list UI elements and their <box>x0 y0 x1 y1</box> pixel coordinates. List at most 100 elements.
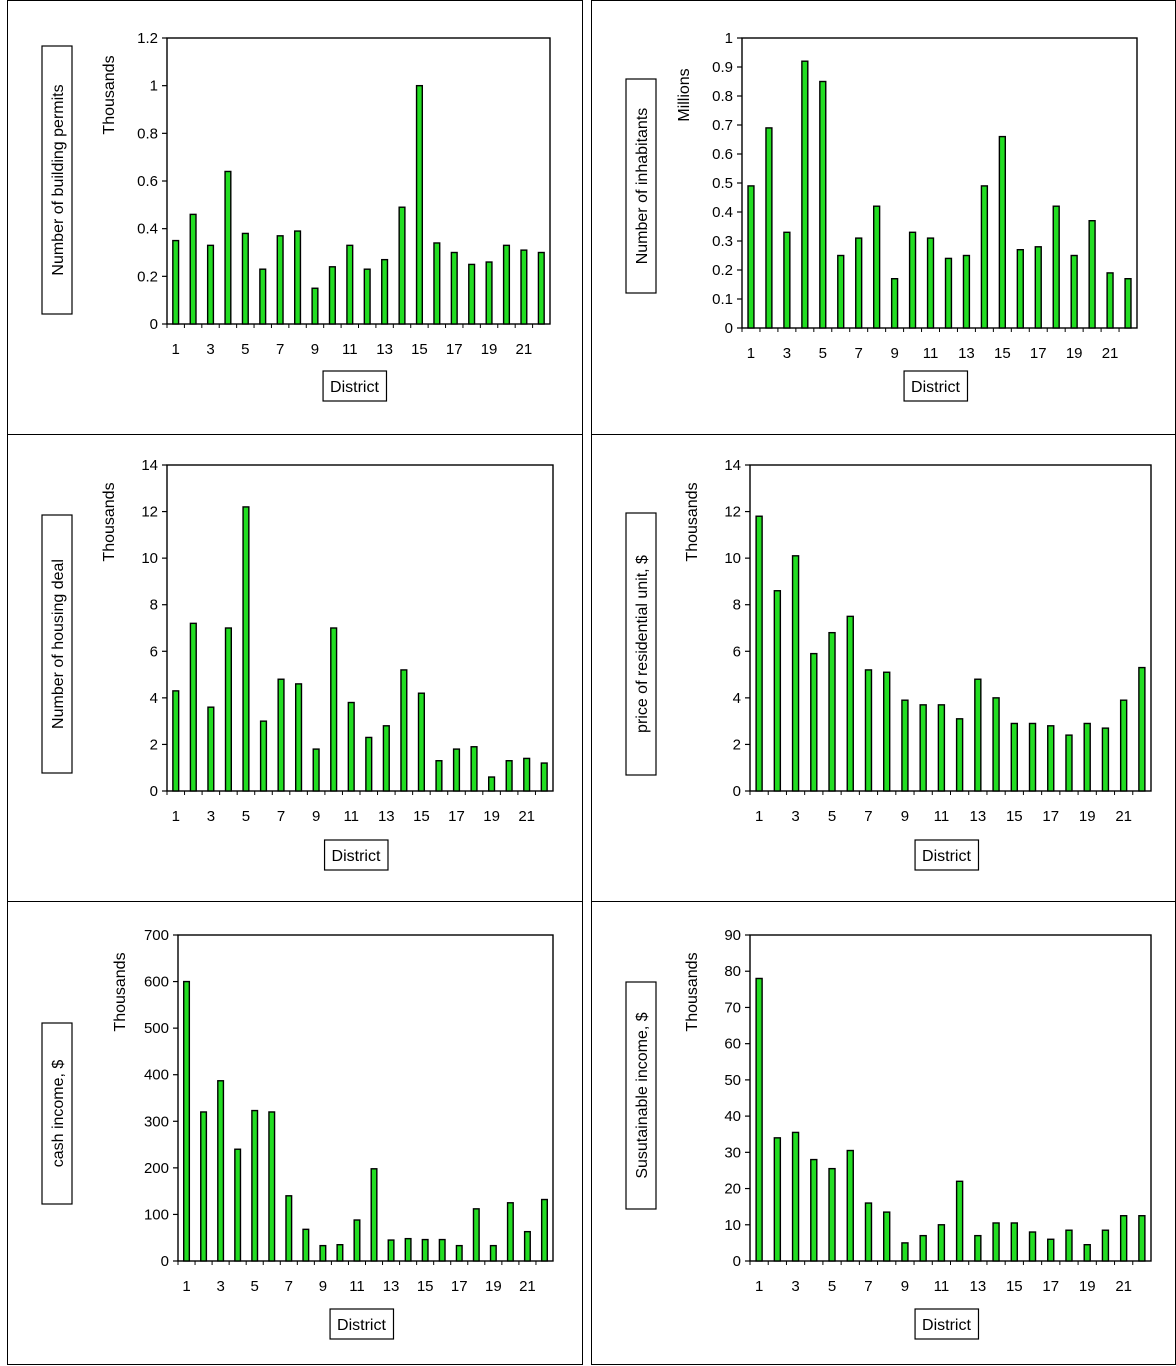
bar-district-9 <box>901 699 909 792</box>
bar-district-22 <box>540 1198 548 1262</box>
y-tick-label: 0.6 <box>712 146 733 163</box>
x-tick-label: 9 <box>901 808 909 825</box>
x-axis-label: District <box>911 379 960 396</box>
bar-district-9 <box>890 278 899 329</box>
x-tick-label: 1 <box>172 808 180 825</box>
bar-district-16 <box>435 760 443 792</box>
bar-district-8 <box>294 683 303 792</box>
x-tick-label: 3 <box>791 808 799 825</box>
bar-district-13 <box>974 678 982 792</box>
x-tick-label: 13 <box>969 808 986 825</box>
y-tick-label: 0.9 <box>712 59 733 76</box>
bar-district-18 <box>472 1208 480 1262</box>
bar-district-6 <box>259 268 267 325</box>
bar-district-11 <box>347 701 355 792</box>
bar-district-14 <box>398 206 406 325</box>
bar-district-19 <box>1070 254 1078 329</box>
y-axis-label: Susutainable income, $ <box>634 1012 651 1178</box>
x-tick-label: 5 <box>828 1278 836 1295</box>
bar-district-18 <box>468 263 476 325</box>
y-axis-label-box <box>41 514 73 774</box>
x-tick-label: 21 <box>1115 1278 1132 1295</box>
bar-district-7 <box>855 237 863 329</box>
y-tick-label: 10 <box>141 550 158 567</box>
x-axis-label-box <box>903 370 969 402</box>
bar-district-11 <box>353 1219 361 1262</box>
x-axis-label-box <box>322 370 388 402</box>
y-tick-label: 14 <box>141 457 158 474</box>
x-tick-label: 19 <box>483 808 500 825</box>
bar-district-4 <box>224 627 233 792</box>
chart-panel-housing-deal: 0 2 4 6 8 10 12 14 1 3 5 7 9 11 13 15 17 19 21 District Numb… <box>7 434 583 902</box>
x-axis-label-box <box>914 1308 980 1340</box>
x-tick-label: 5 <box>242 808 250 825</box>
x-tick-label: 11 <box>934 808 950 825</box>
bar-district-14 <box>404 1237 412 1262</box>
x-tick-label: 19 <box>485 1278 502 1295</box>
bar-district-18 <box>1065 734 1073 792</box>
x-tick-label: 1 <box>182 1278 190 1295</box>
bar-district-10 <box>919 1234 927 1262</box>
y-tick-label: 2 <box>733 736 741 753</box>
bar-district-6 <box>846 615 854 792</box>
bar-district-9 <box>901 1242 909 1262</box>
bar-district-7 <box>277 678 285 792</box>
x-tick-label: 11 <box>934 1278 950 1295</box>
bar-district-6 <box>837 254 845 329</box>
bar-district-16 <box>1028 722 1037 792</box>
y-axis-label-box <box>41 1022 73 1205</box>
x-tick-label: 11 <box>349 1278 365 1295</box>
x-tick-label: 1 <box>747 345 755 362</box>
y-tick-label: 0.8 <box>137 125 158 142</box>
y-axis-unit-label: Thousands <box>112 952 129 1031</box>
y-tick-label: 30 <box>724 1144 741 1161</box>
y-tick-label: 6 <box>733 643 741 660</box>
bar-district-10 <box>330 627 338 792</box>
bar-district-22 <box>540 762 548 792</box>
x-tick-label: 7 <box>864 808 872 825</box>
x-tick-label: 17 <box>446 341 463 358</box>
y-tick-label: 0 <box>733 1253 741 1270</box>
y-tick-label: 0.2 <box>712 262 733 279</box>
bar-district-12 <box>944 257 953 329</box>
bar-district-2 <box>189 622 197 792</box>
bar-district-8 <box>302 1228 310 1262</box>
x-tick-label: 21 <box>516 341 533 358</box>
chart-panel-inhabitants: 0 0.1 0.2 0.3 0.4 0.5 0.6 0.7 0.8 0.9 1 1 3 5 7 9 11 13 15… <box>591 0 1176 435</box>
y-axis-label: Number of housing deal <box>50 559 67 729</box>
bar-district-19 <box>1083 722 1091 792</box>
x-tick-label: 9 <box>901 1278 909 1295</box>
y-tick-label: 0 <box>733 783 741 800</box>
bar-district-3 <box>207 706 215 792</box>
bar-district-20 <box>502 244 511 325</box>
bar-district-22 <box>537 251 545 325</box>
bar-district-4 <box>801 60 809 329</box>
bar-district-9 <box>312 748 320 792</box>
x-axis-label: District <box>922 1317 971 1334</box>
bar-district-5 <box>242 506 250 792</box>
bar-district-13 <box>382 725 390 792</box>
x-tick-label: 7 <box>864 1278 872 1295</box>
bar-district-14 <box>980 185 989 329</box>
y-tick-label: 0.4 <box>137 221 158 238</box>
bar-district-6 <box>846 1149 854 1262</box>
x-tick-label: 21 <box>518 808 535 825</box>
bar-district-15 <box>421 1238 429 1262</box>
chart-panel-sustainable-income: 0 10 20 30 40 50 60 70 80 90 1 3 5 7 9 11 13 15 17 19 21 Dist… <box>591 901 1176 1365</box>
bar-district-12 <box>955 718 964 792</box>
bar-district-14 <box>400 669 408 792</box>
x-tick-label: 11 <box>923 345 939 362</box>
y-tick-label: 0.4 <box>712 204 733 221</box>
bar-district-20 <box>1101 727 1110 792</box>
bar-district-4 <box>234 1148 242 1262</box>
bar-district-3 <box>206 244 215 325</box>
y-tick-label: 400 <box>144 1067 169 1084</box>
y-tick-label: 0.2 <box>137 268 158 285</box>
y-axis-label: price of residential unit, $ <box>634 555 651 733</box>
chart-svg: 00.10.20.30.40.50.60.70.80.911 3 5 7 9 11 13 15… <box>625 30 1138 402</box>
y-tick-label: 0 <box>150 316 158 333</box>
bar-district-10 <box>908 231 917 329</box>
bar-district-8 <box>882 671 891 792</box>
